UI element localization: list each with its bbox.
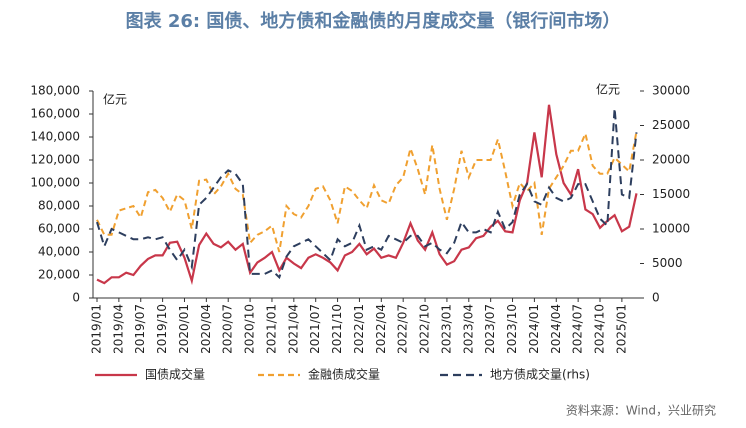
legend-label: 金融债成交量 — [308, 367, 380, 382]
legend-label: 国债成交量 — [145, 367, 205, 382]
x-tick-label: 2024/04 — [549, 304, 563, 354]
y-tick-label: 20,000 — [38, 268, 80, 282]
y2-tick-label: 15000 — [652, 187, 690, 201]
x-tick-label: 2022/07 — [396, 304, 410, 354]
y2-tick-label: 20000 — [652, 153, 690, 167]
y2-tick-label: 25000 — [652, 118, 690, 132]
x-tick-label: 2024/10 — [593, 304, 607, 354]
x-tick-label: 2024/01 — [527, 304, 541, 354]
y-tick-label: 140,000 — [30, 130, 80, 144]
y-tick-label: 80,000 — [38, 199, 80, 213]
x-tick-label: 2020/10 — [243, 304, 257, 354]
source: 资料来源：Wind，兴业研究 — [566, 403, 716, 418]
chart-title: 图表 26: 国债、地方债和金融债的月度成交量（银行间市场） — [126, 10, 621, 32]
x-tick-label: 2025/01 — [614, 304, 628, 354]
x-tick-label: 2019/01 — [90, 304, 104, 354]
y2-tick-label: 10000 — [652, 222, 690, 236]
series-line — [96, 104, 638, 286]
x-tick-label: 2020/04 — [199, 304, 213, 354]
x-tick-label: 2021/10 — [330, 304, 344, 354]
x-tick-label: 2019/07 — [133, 304, 147, 354]
x-tick-label: 2021/01 — [264, 304, 278, 354]
left-unit: 亿元 — [103, 92, 127, 107]
y2-tick-label: 5000 — [652, 256, 683, 270]
series-line — [96, 108, 638, 280]
x-tick-label: 2020/01 — [177, 304, 191, 354]
legend-label: 地方债成交量(rhs) — [490, 367, 590, 382]
x-tick-label: 2024/07 — [571, 304, 585, 354]
y-tick-label: 40,000 — [38, 245, 80, 259]
x-tick-label: 2023/04 — [461, 304, 475, 354]
y2-tick-label: 0 — [652, 291, 660, 305]
x-tick-label: 2023/01 — [439, 304, 453, 354]
x-tick-label: 2023/10 — [505, 304, 519, 354]
y-tick-label: 180,000 — [30, 84, 80, 98]
y-tick-label: 160,000 — [30, 107, 80, 121]
x-tick-label: 2022/10 — [418, 304, 432, 354]
x-tick-label: 2020/07 — [221, 304, 235, 354]
x-tick-label: 2023/07 — [483, 304, 497, 354]
x-tick-label: 2022/01 — [352, 304, 366, 354]
x-tick-label: 2021/07 — [308, 304, 322, 354]
y2-tick-label: 30000 — [652, 84, 690, 98]
x-tick-label: 2022/04 — [374, 304, 388, 354]
y-tick-label: 0 — [72, 291, 80, 305]
y-tick-label: 120,000 — [30, 153, 80, 167]
x-tick-label: 2019/04 — [111, 304, 125, 354]
y-tick-label: 60,000 — [38, 222, 80, 236]
right-unit: 亿元 — [596, 82, 620, 97]
x-tick-label: 2019/10 — [155, 304, 169, 354]
x-tick-label: 2021/04 — [286, 304, 300, 354]
series-line — [96, 130, 638, 253]
y-tick-label: 100,000 — [30, 176, 80, 190]
